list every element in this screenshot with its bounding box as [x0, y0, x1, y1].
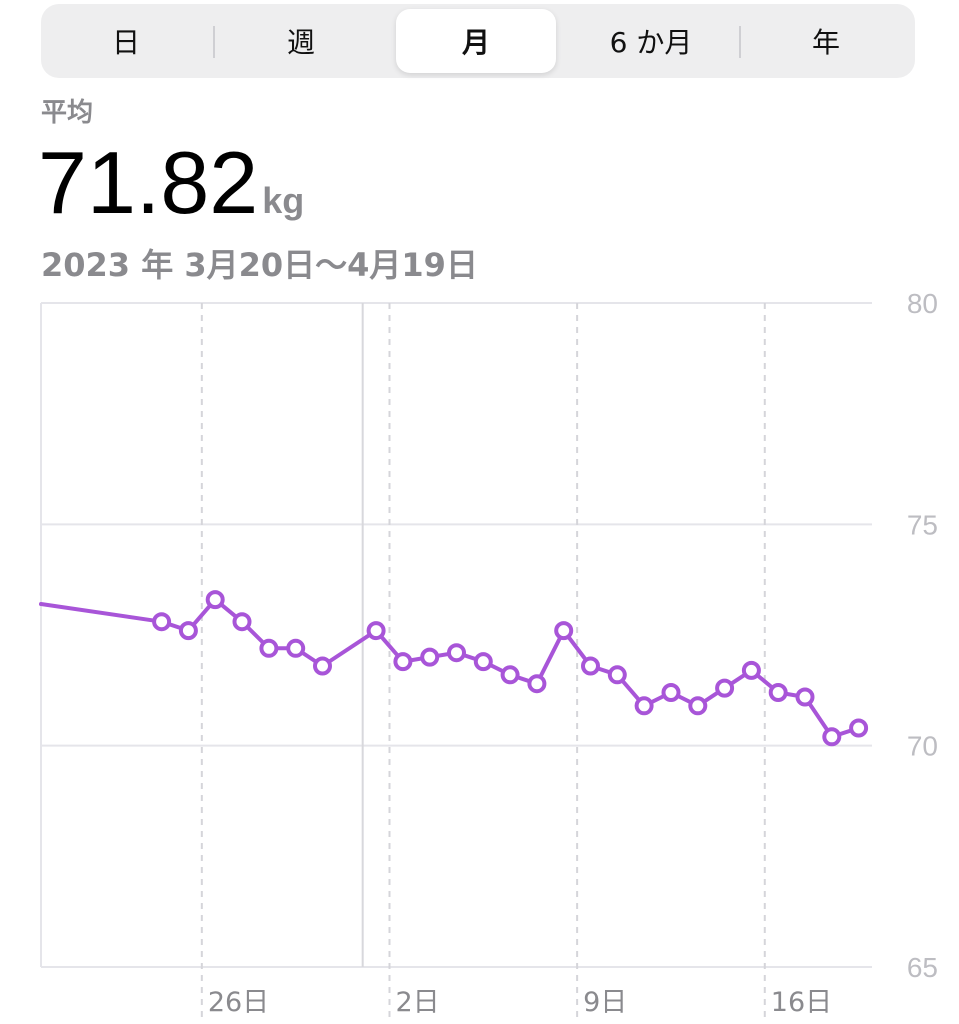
time-range-segmented-control: 日 週 月 6 か月 年: [41, 4, 915, 78]
weight-data-point: [152, 612, 172, 632]
weight-data-point: [447, 643, 466, 663]
weight-data-point: [849, 718, 869, 738]
weight-data-point: [286, 638, 306, 658]
y-tick-label: 75: [907, 509, 938, 540]
y-tick-label: 70: [907, 731, 938, 762]
tab-six-months[interactable]: 6 か月: [571, 9, 731, 73]
weight-data-point: [500, 665, 520, 685]
weight-data-point: [715, 678, 735, 698]
weight-data-point: [420, 647, 440, 667]
weight-data-point: [473, 652, 493, 672]
average-value: 71.82 kg: [38, 132, 304, 232]
tab-six-months-label: 6 か月: [609, 26, 693, 59]
weight-data-point: [232, 612, 252, 632]
weight-data-point: [554, 621, 574, 641]
tab-week-label: 週: [286, 26, 315, 59]
tab-year-label: 年: [811, 26, 840, 59]
y-tick-label: 65: [907, 952, 938, 983]
weight-data-point: [822, 727, 842, 747]
average-label: 平均: [41, 98, 94, 128]
tab-day-label: 日: [111, 26, 140, 59]
tab-year[interactable]: 年: [746, 9, 906, 73]
weight-data-point: [313, 656, 332, 676]
weight-data-point: [661, 683, 681, 702]
tab-divider: [213, 26, 215, 58]
x-tick-label: 16日: [771, 987, 832, 1018]
weight-data-point: [393, 652, 413, 672]
weight-data-point: [688, 696, 708, 716]
weight-data-point: [634, 696, 654, 716]
weight-data-point: [366, 621, 386, 641]
weight-data-point: [178, 621, 198, 641]
weight-data-point: [259, 638, 279, 658]
weight-data-point: [205, 590, 225, 610]
weight-data-point: [768, 683, 788, 702]
weight-data-point: [581, 656, 600, 676]
x-tick-label: 9日: [583, 987, 627, 1018]
tab-divider: [739, 26, 741, 58]
tab-month-label: 月: [461, 26, 490, 59]
tab-day[interactable]: 日: [46, 9, 206, 73]
date-range: 2023 年 3月20日〜4月19日: [41, 246, 478, 284]
weight-data-point: [527, 674, 547, 694]
tab-week[interactable]: 週: [221, 9, 381, 73]
weight-data-point: [607, 665, 627, 685]
average-number: 71.82: [38, 133, 259, 232]
x-tick-label: 2日: [395, 987, 439, 1018]
average-unit: kg: [262, 180, 305, 221]
weight-data-point: [741, 660, 761, 680]
weight-data-point: [795, 687, 815, 707]
x-tick-label: 26日: [208, 987, 269, 1018]
y-tick-label: 80: [907, 288, 938, 319]
tab-month[interactable]: 月: [396, 9, 556, 73]
